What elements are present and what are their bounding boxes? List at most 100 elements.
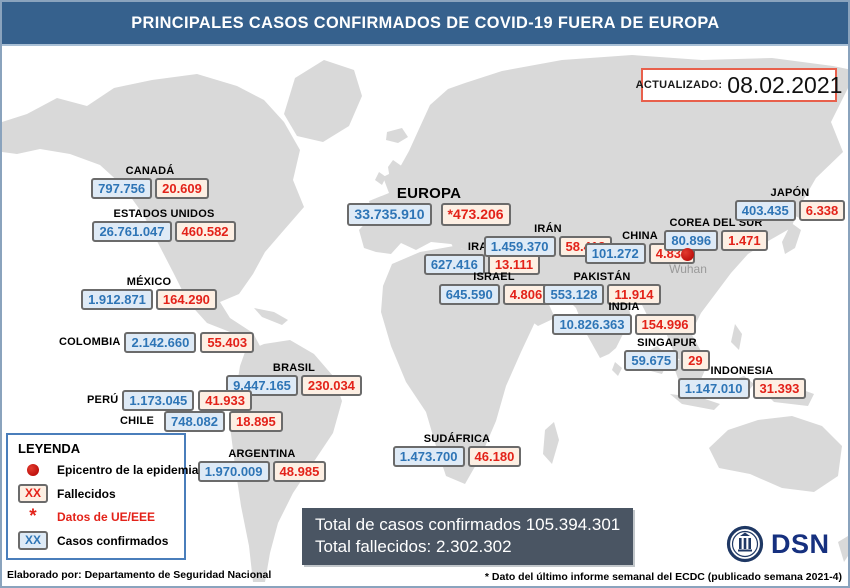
map-africa	[381, 246, 542, 484]
confirmed-cases-value: 101.272	[584, 243, 646, 264]
deaths-value: 460.582	[174, 221, 236, 242]
map-caribbean	[254, 308, 288, 325]
totals-panel: Total de casos confirmados 105.394.301 T…	[302, 508, 633, 565]
region-singapur: SINGAPUR 59.675 29	[622, 337, 712, 371]
region-japon: JAPÓN 403.435 6.338	[734, 187, 846, 221]
map-greenland	[284, 60, 362, 142]
confirmed-cases-value: 797.756	[91, 178, 153, 199]
eu-data-asterisk-icon: *	[29, 506, 37, 527]
country-label: INDIA	[608, 301, 640, 313]
region-iraq: IRAQ 627.416 13.111	[423, 241, 541, 275]
confirmed-cases-value: 80.896	[664, 230, 719, 251]
confirmed-cases-value: 645.590	[438, 284, 500, 305]
region-label: EUROPA	[396, 185, 462, 202]
confirmed-cases-value: 33.735.910	[347, 203, 432, 226]
region-brasil: BRASIL 9.447.165 230.034	[220, 362, 368, 396]
deaths-value: 164.290	[155, 289, 217, 310]
dsn-logo: DSN	[726, 525, 830, 563]
deaths-value: 46.180	[467, 446, 522, 467]
country-label: SINGAPUR	[637, 337, 697, 349]
country-label: CHILE	[120, 415, 154, 427]
deaths-value: 20.609	[155, 178, 209, 199]
elaborated-by-note: Elaborado por: Departamento de Seguridad…	[7, 569, 272, 581]
region-peru: PERÚ 1.173.045 41.933	[87, 390, 252, 411]
deaths-value: 1.471	[721, 230, 768, 251]
deaths-value: 31.393	[752, 378, 807, 399]
legend-item-epicenter: Epicentro de la epidemia	[18, 463, 198, 477]
deaths-value: 11.914	[607, 284, 661, 305]
region-israel: ISRAEL 645.590 4.806	[438, 271, 550, 305]
confirmed-cases-value: 1.912.871	[81, 289, 153, 310]
confirmed-cases-value: 10.826.363	[552, 314, 632, 335]
confirmed-sample-box: XX	[18, 531, 49, 550]
deaths-value: 18.895	[229, 411, 283, 432]
country-label: BRASIL	[272, 362, 316, 374]
map-madagascar	[543, 422, 559, 464]
confirmed-cases-value: 627.416	[423, 254, 485, 275]
legend-box: LEYENDA Epicentro de la epidemia XX Fall…	[6, 433, 198, 560]
map-australia	[709, 416, 842, 492]
total-confirmed-line: Total de casos confirmados 105.394.301	[315, 515, 621, 534]
country-label: INDONESIA	[710, 365, 774, 377]
confirmed-cases-value: 59.675	[624, 350, 679, 371]
confirmed-cases-value: 1.970.009	[197, 461, 270, 482]
dsn-emblem-icon	[726, 525, 764, 563]
confirmed-cases-value: 403.435	[734, 200, 796, 221]
country-label: MÉXICO	[126, 276, 172, 288]
map-philippines	[731, 324, 742, 350]
deaths-value: 154.996	[634, 314, 696, 335]
map-japan-south	[782, 222, 801, 254]
region-mexico: MÉXICO 1.912.871 164.290	[74, 276, 224, 310]
legend-item-deaths: XX Fallecidos	[18, 484, 176, 503]
deaths-value: 4.806	[502, 284, 550, 305]
updated-box: ACTUALIZADO: 08.02.2021	[636, 68, 842, 102]
deaths-value: 6.338	[798, 200, 846, 221]
map-sri-lanka	[612, 362, 622, 376]
country-label: COLOMBIA	[59, 336, 121, 348]
map-ireland	[375, 172, 386, 185]
region-canada: CANADÁ 797.756 20.609	[88, 165, 212, 199]
country-label: PERÚ	[87, 394, 119, 406]
deaths-value: 55.403	[200, 332, 255, 353]
confirmed-cases-value: 26.761.047	[92, 221, 172, 242]
map-eurasia	[359, 55, 848, 369]
title-bar: PRINCIPALES CASOS CONFIRMADOS DE COVID-1…	[2, 2, 848, 46]
confirmed-cases-value: 1.147.010	[677, 378, 750, 399]
deaths-sample-box: XX	[18, 484, 49, 503]
deaths-value: 48.985	[272, 461, 327, 482]
region-sudafrica: SUDÁFRICA 1.473.700 46.180	[392, 433, 522, 467]
confirmed-cases-value: 748.082	[164, 411, 225, 432]
region-argentina: ARGENTINA 1.970.009 48.985	[192, 448, 332, 482]
region-colombia: COLOMBIA 2.142.660 55.403	[59, 332, 255, 353]
region-chile: CHILE 748.082 18.895	[120, 411, 283, 432]
epicenter-icon	[27, 464, 39, 476]
legend-epicenter-label: Epicentro de la epidemia	[57, 463, 199, 477]
legend-confirmed-label: Casos confirmados	[57, 533, 169, 548]
region-europa: EUROPA 33.735.910 *473.206	[344, 185, 514, 226]
country-label: SUDÁFRICA	[423, 433, 491, 445]
region-estados-unidos: ESTADOS UNIDOS 26.761.047 460.582	[86, 208, 242, 242]
legend-item-eu-data: * Datos de UE/EEE	[18, 506, 176, 527]
confirmed-cases-value: 1.473.700	[392, 446, 465, 467]
deaths-value: 230.034	[300, 375, 362, 396]
legend-deaths-label: Fallecidos	[57, 486, 116, 501]
total-deaths-line: Total fallecidos: 2.302.302	[315, 537, 512, 556]
region-indonesia: INDONESIA 1.147.010 31.393	[676, 365, 808, 399]
map-north-america	[2, 74, 304, 353]
country-label: PAKISTÁN	[573, 271, 631, 283]
region-pakistan: PAKISTÁN 553.128 11.914	[542, 271, 662, 305]
region-corea-del-sur: COREA DEL SUR 80.896 1.471	[664, 217, 768, 251]
ecdc-source-note: * Dato del último informe semanal del EC…	[484, 571, 842, 583]
legend-title: LEYENDA	[18, 441, 81, 456]
country-label: ESTADOS UNIDOS	[113, 208, 215, 220]
updated-date: 08.02.2021	[727, 71, 843, 98]
country-label: IRÁN	[534, 223, 562, 235]
country-label: ARGENTINA	[228, 448, 296, 460]
map-iceland	[386, 128, 408, 143]
country-label: CANADÁ	[125, 165, 175, 177]
dsn-logo-text: DSN	[771, 528, 830, 559]
confirmed-cases-value: 2.142.660	[124, 332, 197, 353]
map-italy	[440, 218, 463, 254]
legend-eu-data-label: Datos de UE/EEE	[57, 510, 156, 524]
